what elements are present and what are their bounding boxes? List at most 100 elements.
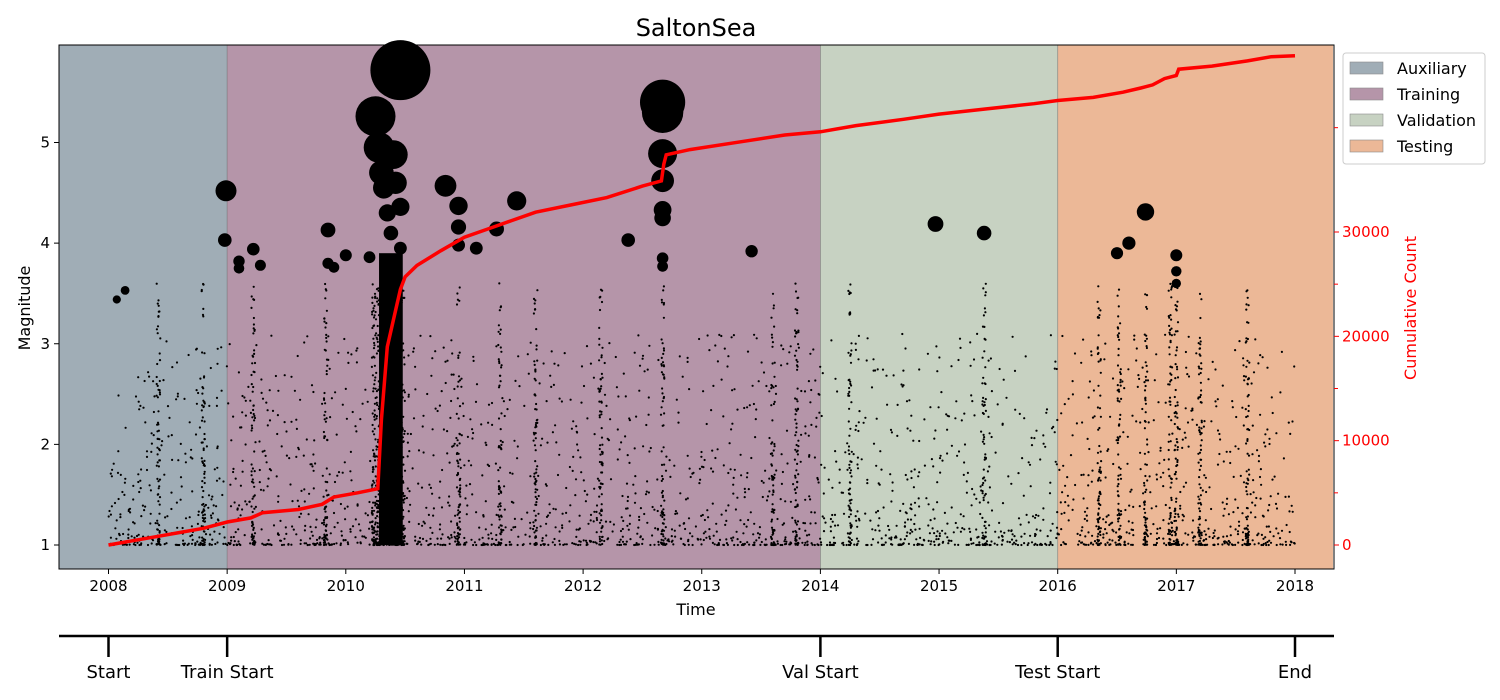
- event-dot: [865, 359, 868, 362]
- event-dot: [183, 542, 186, 545]
- event-dot: [727, 355, 730, 358]
- event-dot: [1176, 440, 1179, 444]
- event-dot: [376, 542, 379, 546]
- time-period-spans: [59, 45, 1333, 569]
- event-dot: [554, 526, 557, 529]
- event-dot: [971, 400, 974, 403]
- event-dot: [1176, 460, 1179, 464]
- event-dot: [259, 488, 263, 491]
- event-dot: [156, 528, 159, 531]
- event-dot: [930, 540, 933, 543]
- event-dot: [156, 302, 159, 305]
- event-dot: [497, 324, 500, 327]
- event-dot: [742, 532, 745, 535]
- event-dot: [291, 525, 294, 528]
- event-dot: [198, 426, 201, 429]
- event-dot: [534, 460, 537, 463]
- event-dot: [822, 530, 826, 533]
- event-dot: [375, 499, 378, 502]
- event-dot: [1246, 383, 1249, 386]
- event-dot: [456, 523, 459, 527]
- event-dot: [1145, 305, 1148, 309]
- event-dot: [429, 486, 432, 489]
- event-dot: [1199, 381, 1202, 384]
- event-dot: [197, 391, 200, 395]
- event-dot: [909, 518, 913, 521]
- event-dot: [637, 334, 640, 337]
- event-dot: [222, 480, 225, 483]
- event-dot: [983, 325, 986, 328]
- event-dot: [323, 317, 326, 320]
- event-dot: [1054, 460, 1057, 463]
- event-dot: [1280, 529, 1284, 532]
- event-dot: [997, 536, 1000, 539]
- event-dot: [499, 466, 502, 469]
- y2-axis-title: Cumulative Count: [1401, 236, 1420, 380]
- event-dot: [691, 543, 694, 547]
- event-dot: [134, 395, 138, 398]
- event-dot: [329, 532, 332, 535]
- event-dot: [587, 522, 590, 525]
- event-dot: [910, 470, 913, 473]
- event-dot: [795, 409, 798, 412]
- event-dot: [211, 538, 214, 541]
- event-dot: [634, 492, 637, 495]
- event-dot: [203, 470, 206, 473]
- event-dot: [1267, 543, 1270, 547]
- event-dot: [109, 536, 112, 539]
- event-dot: [448, 461, 451, 464]
- event-dot: [454, 540, 457, 543]
- event-dot: [565, 543, 568, 546]
- event-dot: [954, 417, 957, 420]
- event-dot: [1087, 396, 1090, 399]
- event-dot: [1214, 368, 1217, 371]
- event-dot: [447, 536, 450, 539]
- event-dot: [1227, 539, 1230, 543]
- event-dot: [1216, 537, 1219, 540]
- event-dot: [920, 543, 924, 547]
- event-dot: [770, 404, 773, 407]
- event-dot: [420, 486, 424, 489]
- event-dot: [1246, 540, 1249, 543]
- event-dot: [745, 476, 749, 479]
- event-dot: [202, 447, 205, 450]
- event-dot: [848, 452, 851, 456]
- event-dot: [1119, 413, 1122, 416]
- event-dot: [522, 543, 525, 546]
- event-dot: [585, 541, 588, 544]
- event-dot: [662, 539, 665, 542]
- event-dot: [251, 534, 254, 538]
- event-dot: [895, 524, 898, 527]
- event-dot: [1198, 429, 1201, 432]
- event-dot: [499, 328, 502, 331]
- event-dot: [1176, 543, 1179, 547]
- event-dot: [1256, 449, 1259, 452]
- event-dot: [499, 533, 502, 536]
- event-dot: [498, 508, 501, 511]
- event-dot: [456, 473, 460, 476]
- event-dot: [1059, 501, 1062, 504]
- event-dot: [429, 335, 432, 338]
- event-dot: [810, 388, 813, 392]
- event-dot: [236, 543, 239, 547]
- event-dot: [786, 462, 789, 465]
- event-dot: [1169, 282, 1172, 285]
- event-dot: [253, 414, 256, 417]
- event-dot: [1173, 395, 1176, 399]
- event-dot: [677, 411, 680, 414]
- event-dot: [377, 345, 380, 348]
- event-dot: [372, 347, 376, 350]
- event-dot: [1155, 532, 1159, 535]
- event-dot: [1144, 521, 1147, 524]
- event-dot: [252, 408, 255, 412]
- event-dot: [403, 391, 406, 394]
- event-dot: [341, 403, 344, 406]
- event-dot: [816, 543, 819, 546]
- event-dot: [1149, 491, 1152, 494]
- event-dot: [232, 535, 235, 539]
- event-dot: [324, 297, 327, 300]
- event-dot: [325, 533, 328, 536]
- event-dot: [216, 362, 219, 365]
- event-dot: [1104, 521, 1107, 524]
- event-dot: [858, 410, 861, 413]
